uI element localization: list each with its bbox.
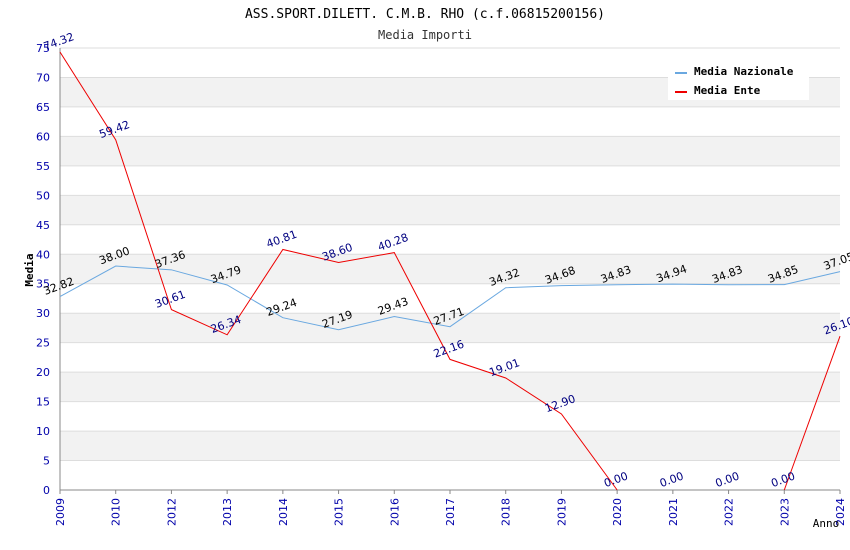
data-label-ente: 0.00 bbox=[769, 469, 796, 490]
series-line-nazionale bbox=[59, 265, 841, 331]
series-line-ente bbox=[59, 51, 618, 491]
y-tick-label: 50 bbox=[36, 189, 50, 202]
gridlines bbox=[60, 47, 840, 462]
x-tick-label: 2018 bbox=[500, 498, 513, 526]
y-tick-label: 35 bbox=[36, 278, 50, 291]
y-tick-label: 45 bbox=[36, 219, 50, 232]
y-tick-label: 5 bbox=[43, 455, 50, 468]
x-tick-labels: 2009 2010 2012 2013 2014 2015 2016 2017 2018 2019… bbox=[54, 490, 847, 526]
x-tick-label: 2024 bbox=[834, 498, 847, 526]
x-axis-label: Anno bbox=[813, 517, 840, 530]
y-tick-label: 10 bbox=[36, 425, 50, 438]
grid-band bbox=[60, 136, 840, 166]
y-tick-label: 75 bbox=[36, 42, 50, 55]
grid-band bbox=[60, 254, 840, 284]
data-label-ente: 0.00 bbox=[602, 469, 629, 490]
x-tick-label: 2021 bbox=[667, 498, 680, 526]
series-line-ente bbox=[783, 336, 841, 491]
series-lines bbox=[59, 51, 841, 491]
y-tick-label: 30 bbox=[36, 307, 50, 320]
y-tick-label: 60 bbox=[36, 130, 50, 143]
grid-band bbox=[60, 372, 840, 402]
x-tick-label: 2017 bbox=[444, 498, 457, 526]
x-tick-label: 2009 bbox=[54, 498, 67, 526]
data-label-ente: 40.81 bbox=[265, 228, 299, 251]
background-bands bbox=[60, 77, 840, 461]
x-tick-label: 2010 bbox=[110, 498, 123, 526]
y-axis-label: Media bbox=[23, 253, 36, 286]
x-tick-label: 2015 bbox=[333, 498, 346, 526]
y-tick-label: 0 bbox=[43, 484, 50, 497]
legend: Media Nazionale Media Ente bbox=[668, 60, 809, 100]
y-tick-labels: 0 5 10 15 20 25 30 35 40 45 50 55 60 65 70 75 bbox=[36, 42, 50, 497]
y-tick-label: 55 bbox=[36, 160, 50, 173]
data-label-ente: 0.00 bbox=[714, 469, 741, 490]
y-tick-label: 70 bbox=[36, 71, 50, 84]
data-label-ente: 0.00 bbox=[658, 469, 685, 490]
x-tick-label: 2020 bbox=[611, 498, 624, 526]
grid-band bbox=[60, 195, 840, 225]
data-label-ente: 74.32 bbox=[42, 30, 76, 53]
chart-subtitle: Media Importi bbox=[378, 28, 472, 42]
y-tick-label: 65 bbox=[36, 101, 50, 114]
chart-title: ASS.SPORT.DILETT. C.M.B. RHO (c.f.068152… bbox=[245, 7, 605, 22]
x-tick-label: 2016 bbox=[388, 498, 401, 526]
legend-label-ente: Media Ente bbox=[694, 84, 761, 97]
x-tick-label: 2014 bbox=[277, 498, 290, 526]
x-tick-label: 2022 bbox=[723, 498, 736, 526]
legend-box bbox=[668, 60, 809, 100]
y-tick-label: 20 bbox=[36, 366, 50, 379]
y-tick-label: 25 bbox=[36, 337, 50, 350]
x-tick-label: 2013 bbox=[221, 498, 234, 526]
y-tick-label: 40 bbox=[36, 248, 50, 261]
data-label-ente: 40.28 bbox=[376, 231, 410, 254]
x-tick-label: 2023 bbox=[778, 498, 791, 526]
y-tick-label: 15 bbox=[36, 396, 50, 409]
legend-label-naz: Media Nazionale bbox=[694, 65, 794, 78]
x-tick-label: 2019 bbox=[555, 498, 568, 526]
x-tick-label: 2012 bbox=[165, 498, 178, 526]
grid-band bbox=[60, 431, 840, 461]
